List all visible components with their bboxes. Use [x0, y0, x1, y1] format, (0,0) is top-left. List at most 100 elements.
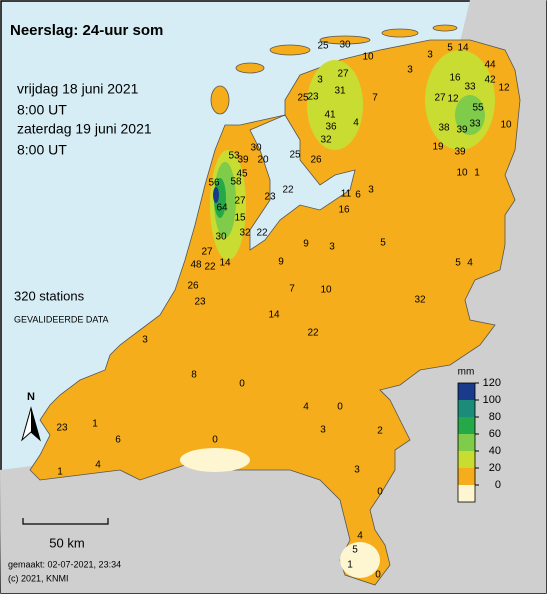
station-value: 10 [362, 52, 374, 63]
station-value: 22 [282, 185, 294, 196]
station-value: 27 [201, 247, 213, 258]
station-value: 39 [237, 155, 249, 166]
station-value: 16 [338, 205, 350, 216]
station-value: 2 [377, 426, 383, 437]
station-value: 0 [375, 570, 381, 581]
station-value: 41 [324, 110, 336, 121]
station-value: 14 [268, 310, 280, 321]
station-value: 8 [191, 370, 197, 381]
legend-frame [457, 382, 476, 503]
station-value: 1 [92, 419, 98, 430]
station-value: 45 [236, 169, 248, 180]
station-value: 3 [317, 75, 323, 86]
scale-bar [22, 518, 109, 525]
station-value: 5 [455, 258, 461, 269]
station-value: 10 [456, 168, 468, 179]
station-value: 6 [355, 190, 361, 201]
legend-tick-label: 80 [489, 411, 501, 423]
station-value: 53 [228, 151, 240, 162]
station-value: 64 [216, 203, 228, 214]
station-value: 25 [289, 150, 301, 161]
station-value: 27 [434, 93, 446, 104]
station-value: 23 [264, 192, 276, 203]
station-value: 30 [339, 40, 351, 51]
legend-swatch [458, 468, 475, 485]
station-value: 6 [115, 435, 121, 446]
station-value: 44 [484, 60, 496, 71]
legend-tick-label: 100 [483, 394, 501, 406]
station-value: 14 [219, 258, 231, 269]
wadden-islands [210, 24, 458, 115]
station-value: 9 [278, 257, 284, 268]
legend-swatch [458, 383, 475, 400]
station-value: 23 [56, 423, 68, 434]
station-value: 5 [447, 43, 453, 54]
station-value: 30 [250, 143, 262, 154]
legend-swatch [458, 417, 475, 434]
footer: gemaakt: 02-07-2021, 23:34 [8, 559, 121, 569]
station-value: 14 [457, 43, 469, 54]
north-label: N [27, 391, 35, 403]
station-value: 27 [337, 69, 349, 80]
legend-tick-label: 0 [495, 479, 501, 491]
station-value: 4 [303, 402, 309, 413]
legend-tick-label: 60 [489, 428, 501, 440]
station-value: 22 [204, 262, 216, 273]
station-value: 9 [303, 239, 309, 250]
legend-tick-label: 20 [489, 462, 501, 474]
station-value: 3 [354, 465, 360, 476]
station-value: 55 [472, 103, 484, 114]
legend-swatch [458, 485, 475, 502]
data-note: GEVALIDEERDE DATA [14, 314, 109, 324]
station-value: 4 [357, 531, 363, 542]
station-value: 3 [142, 335, 148, 346]
station-value: 15 [234, 213, 246, 224]
station-value: 0 [337, 402, 343, 413]
station-value: 39 [454, 147, 466, 158]
station-value: 1 [57, 467, 63, 478]
legend-unit: mm [458, 367, 475, 378]
legend: 0 20 40 60 80 100 120 [457, 377, 501, 503]
station-value: 10 [500, 120, 512, 131]
station-value: 33 [464, 82, 476, 93]
period-line: 8:00 UT [17, 142, 67, 158]
station-value: 33 [469, 119, 481, 130]
station-value: 25 [317, 41, 329, 52]
station-value: 19 [432, 142, 444, 153]
station-value: 4 [467, 258, 473, 269]
legend-tick-label: 120 [483, 377, 501, 389]
station-value: 7 [289, 284, 295, 295]
station-value: 12 [498, 83, 510, 94]
legend-swatch [458, 434, 475, 451]
station-value: 32 [414, 295, 426, 306]
station-value: 22 [307, 328, 319, 339]
netherlands [29, 39, 521, 586]
station-value: 26 [187, 281, 199, 292]
ijsselmeer [249, 114, 356, 251]
station-value: 4 [95, 460, 101, 471]
station-value: 20 [257, 155, 269, 166]
station-value: 42 [484, 75, 496, 86]
station-value: 1 [474, 168, 480, 179]
station-value: 25 [297, 93, 309, 104]
station-value: 16 [449, 73, 461, 84]
station-value: 3 [368, 185, 374, 196]
station-value: 23 [307, 92, 319, 103]
station-value: 56 [208, 178, 220, 189]
station-value: 27 [234, 196, 246, 207]
precipitation-areas [180, 50, 495, 578]
station-value: 30 [215, 232, 227, 243]
legend-tick-label: 40 [489, 445, 501, 457]
footer: (c) 2021, KNMI [8, 573, 69, 583]
station-value: 3 [427, 50, 433, 61]
station-value: 32 [320, 135, 332, 146]
scale-label: 50 km [49, 535, 84, 550]
legend-swatch [458, 400, 475, 417]
station-value: 48 [190, 260, 202, 271]
station-value: 22 [256, 228, 268, 239]
period-line: vrijdag 18 juni 2021 [17, 81, 139, 97]
station-value: 26 [310, 155, 322, 166]
station-value: 10 [320, 285, 332, 296]
